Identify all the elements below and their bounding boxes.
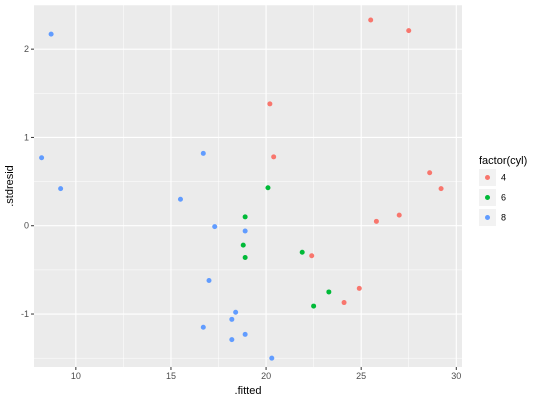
- data-point-cyl-6: [326, 289, 332, 295]
- data-point-cyl-8: [212, 224, 218, 230]
- data-point-cyl-8: [39, 155, 45, 161]
- data-point-cyl-6: [242, 255, 248, 261]
- data-point-cyl-8: [229, 316, 235, 322]
- data-point-cyl-4: [373, 218, 379, 224]
- grid-minor: [34, 4, 462, 367]
- legend: factor(cyl) 4 6 8: [479, 155, 527, 226]
- data-point-cyl-4: [427, 170, 433, 176]
- y-tick-label: -1: [21, 309, 29, 319]
- data-point-cyl-8: [206, 277, 212, 283]
- x-tick-label: 30: [451, 371, 461, 381]
- data-point-cyl-4: [368, 17, 374, 23]
- x-tick-label: 25: [356, 371, 366, 381]
- data-point-cyl-4: [267, 101, 273, 107]
- data-point-cyl-8: [242, 228, 248, 234]
- legend-label-8: 8: [501, 213, 506, 223]
- data-point-cyl-4: [341, 300, 347, 306]
- data-point-cyl-4: [309, 253, 315, 259]
- plot-panel: [34, 5, 462, 367]
- x-axis-title: .fitted: [235, 385, 262, 397]
- data-point-cyl-4: [438, 186, 444, 192]
- legend-key-dot-4: [485, 175, 490, 180]
- legend-title: factor(cyl): [479, 155, 527, 167]
- legend-key-dot-6: [485, 195, 490, 200]
- data-point-cyl-4: [396, 212, 402, 218]
- data-points: [39, 17, 444, 361]
- data-point-cyl-4: [356, 285, 362, 291]
- data-point-cyl-8: [269, 355, 275, 361]
- x-tick-label: 15: [166, 371, 176, 381]
- data-point-cyl-8: [48, 31, 54, 37]
- y-tick-label: 0: [24, 221, 29, 231]
- grid-major: [34, 5, 462, 367]
- data-point-cyl-8: [242, 331, 248, 337]
- legend-key-dot-8: [485, 215, 490, 220]
- data-point-cyl-6: [311, 303, 317, 309]
- data-point-cyl-8: [177, 196, 183, 202]
- data-point-cyl-6: [299, 249, 305, 255]
- x-tick-label: 10: [71, 371, 81, 381]
- data-point-cyl-6: [242, 214, 248, 220]
- data-point-cyl-8: [58, 186, 64, 192]
- data-point-cyl-4: [271, 154, 277, 160]
- data-point-cyl-6: [265, 185, 271, 191]
- data-point-cyl-4: [406, 28, 412, 34]
- legend-label-6: 6: [501, 193, 506, 203]
- x-tick-label: 20: [261, 371, 271, 381]
- y-tick-label: 1: [24, 132, 29, 142]
- y-axis-title: .stdresid: [4, 165, 16, 207]
- data-point-cyl-8: [200, 150, 206, 156]
- y-axis-ticks: -1 0 1 2: [21, 44, 34, 319]
- data-point-cyl-8: [229, 337, 235, 343]
- data-point-cyl-8: [233, 309, 239, 315]
- data-point-cyl-6: [240, 242, 246, 248]
- x-axis-ticks: 10 15 20 25 30: [71, 367, 461, 381]
- data-point-cyl-8: [200, 324, 206, 330]
- legend-label-4: 4: [501, 173, 506, 183]
- y-tick-label: 2: [24, 44, 29, 54]
